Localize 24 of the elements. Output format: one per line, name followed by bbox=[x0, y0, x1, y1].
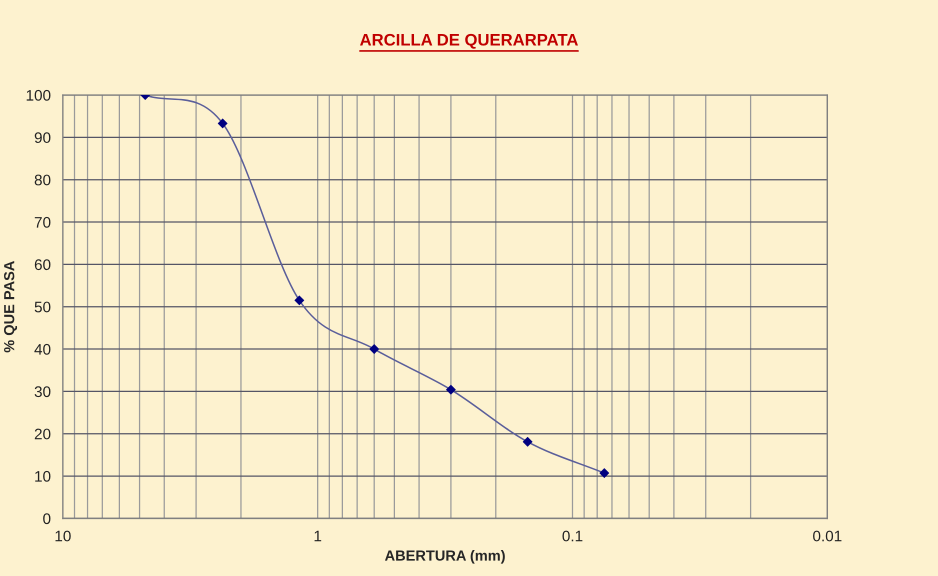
x-tick-label: 10 bbox=[56, 530, 71, 542]
y-tick-label: 30 bbox=[34, 386, 50, 398]
y-tick-label: 10 bbox=[35, 470, 50, 482]
point bbox=[599, 468, 610, 478]
y-tick-label: 40 bbox=[34, 344, 50, 355]
point bbox=[522, 436, 532, 447]
y-axis-title: % QUE PASA bbox=[4, 261, 18, 352]
point bbox=[446, 384, 456, 395]
point bbox=[294, 296, 304, 306]
chart-title: ARCILLA DE QUERARPATA bbox=[360, 34, 578, 49]
x-tick-label: 0.1 bbox=[562, 530, 582, 542]
x-tick-label: 1 bbox=[314, 530, 322, 542]
y-tick-label: 100 bbox=[26, 90, 50, 101]
y-tick-label: 70 bbox=[34, 216, 50, 228]
y-tick-label: 60 bbox=[34, 259, 50, 270]
x-axis-title: ABERTURA (mm) bbox=[384, 550, 505, 564]
point bbox=[369, 344, 380, 354]
y-tick-label: 20 bbox=[34, 428, 50, 440]
y-tick-label: 80 bbox=[34, 174, 50, 186]
x-tick-label: 0.01 bbox=[813, 530, 842, 542]
y-tick-label: 90 bbox=[34, 132, 50, 144]
y-tick-label: 50 bbox=[34, 302, 50, 312]
y-tick-label: 0 bbox=[43, 513, 50, 524]
point bbox=[218, 118, 228, 128]
